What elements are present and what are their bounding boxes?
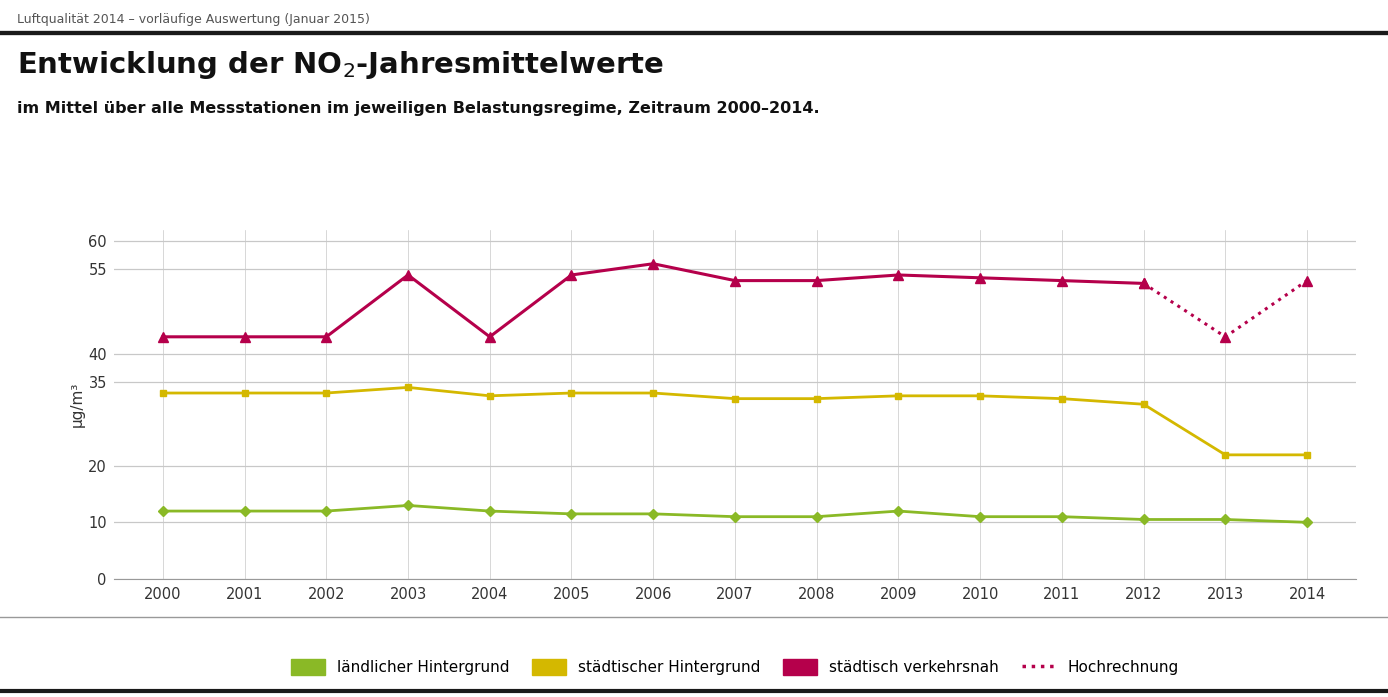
- Text: im Mittel über alle Messstationen im jeweiligen Belastungsregime, Zeitraum 2000–: im Mittel über alle Messstationen im jew…: [17, 101, 819, 116]
- Y-axis label: μg/m³: μg/m³: [69, 381, 85, 427]
- Legend: ländlicher Hintergrund, städtischer Hintergrund, städtisch verkehrsnah, Hochrech: ländlicher Hintergrund, städtischer Hint…: [291, 659, 1178, 675]
- Text: Entwicklung der NO$_2$-Jahresmittelwerte: Entwicklung der NO$_2$-Jahresmittelwerte: [17, 49, 663, 81]
- Text: Luftqualität 2014 – vorläufige Auswertung (Januar 2015): Luftqualität 2014 – vorläufige Auswertun…: [17, 13, 369, 26]
